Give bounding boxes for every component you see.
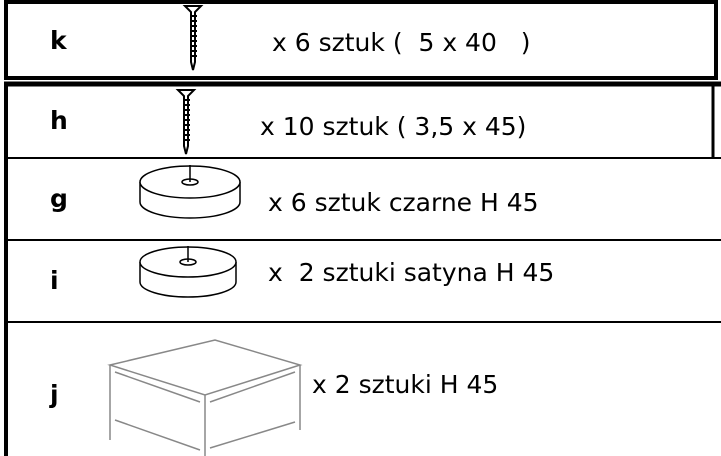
part-quantity: x 2 sztuki satyna H 45 [268,258,555,287]
part-quantity: x 6 sztuk ( 5 x 40 ) [272,28,531,57]
part-letter: h [50,106,68,135]
part-letter: g [50,184,68,213]
part-letter: j [50,380,59,409]
part-quantity: x 6 sztuk czarne H 45 [268,188,539,217]
part-letter: k [50,26,67,55]
screw-icon [175,89,197,155]
cap-icon [139,165,241,219]
table-borders [4,0,721,456]
part-quantity: x 2 sztuki H 45 [312,370,499,399]
part-quantity: x 10 sztuk ( 3,5 x 45) [260,112,527,141]
row-border [4,0,718,80]
screw-icon [182,5,204,71]
box-icon [107,339,303,456]
part-letter: i [50,266,59,295]
cap-icon [139,246,237,298]
